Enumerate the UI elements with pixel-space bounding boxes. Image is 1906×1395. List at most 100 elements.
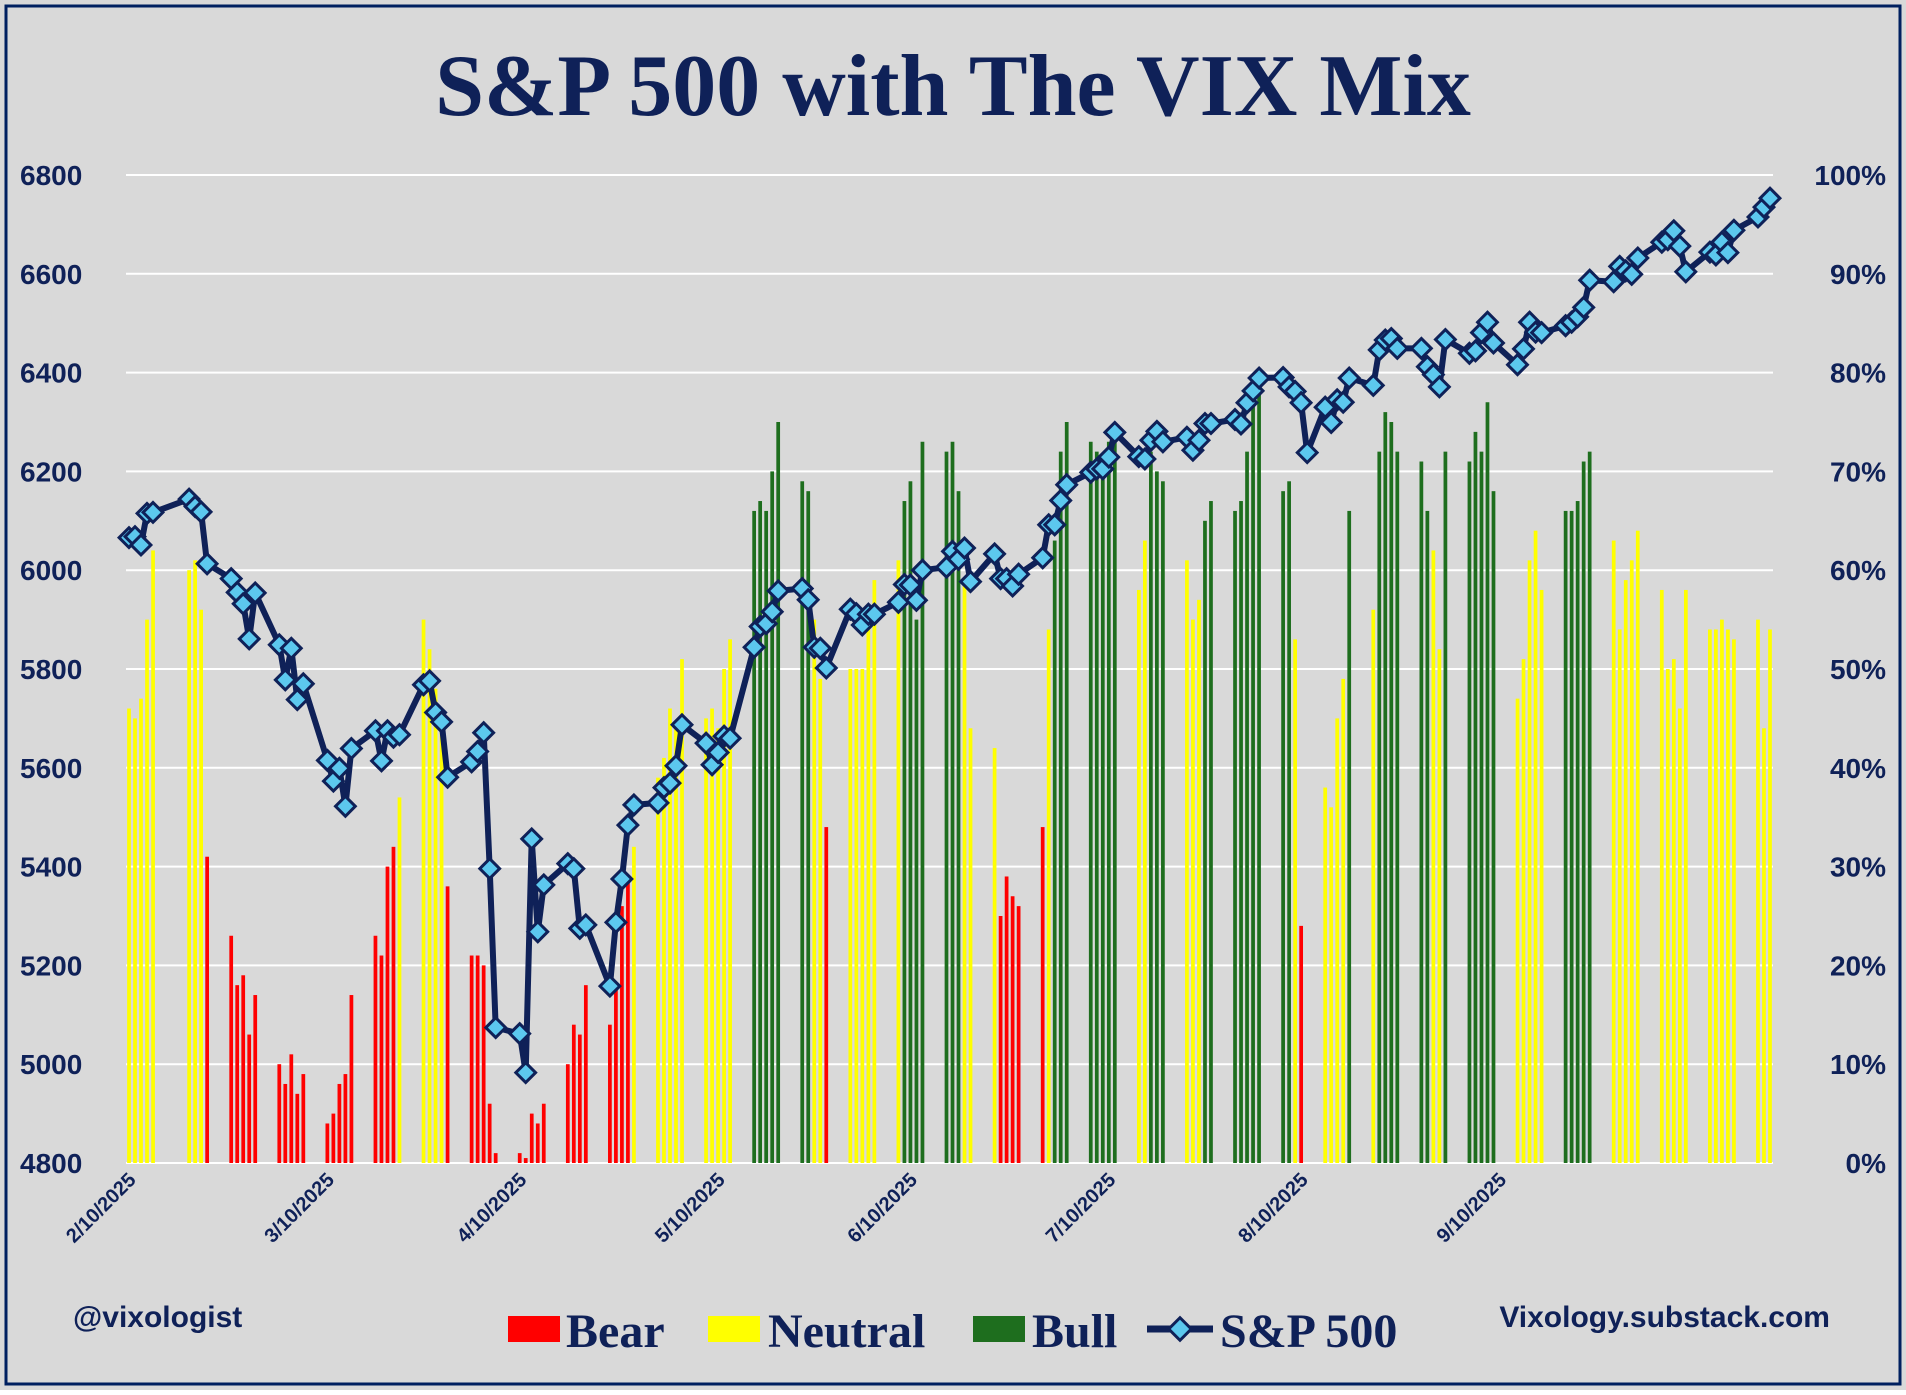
bull-bar bbox=[752, 510, 757, 1163]
sp500-point bbox=[621, 792, 646, 817]
neutral-bar bbox=[139, 698, 143, 1163]
neutral-bar bbox=[1635, 530, 1640, 1163]
neutral-bar bbox=[1671, 659, 1676, 1163]
bull-bar bbox=[1088, 441, 1093, 1163]
bear-bar bbox=[1299, 925, 1304, 1163]
neutral-bar bbox=[1533, 530, 1538, 1163]
sp500-point bbox=[760, 599, 785, 624]
right-axis-ticks: 100% 90% 80% 70% 60% 50% 40% 30% 20% 10% 0% bbox=[1814, 160, 1886, 1179]
y-right-tick-label: 70% bbox=[1830, 456, 1886, 487]
sp500-point bbox=[435, 765, 460, 790]
y-right-tick-label: 0% bbox=[1846, 1148, 1887, 1179]
sp500-point bbox=[243, 580, 268, 605]
y-left-tick-label: 6800 bbox=[20, 160, 82, 191]
sp500-point bbox=[1319, 410, 1344, 435]
neutral-bar bbox=[1329, 807, 1334, 1163]
legend-label-bull: Bull bbox=[1032, 1305, 1117, 1358]
neutral-bar bbox=[722, 669, 726, 1163]
neutral-bar bbox=[1677, 708, 1682, 1163]
sp500-point bbox=[429, 709, 454, 734]
sp500-point bbox=[718, 726, 743, 751]
bull-bar bbox=[1149, 451, 1153, 1163]
bear-bar bbox=[205, 856, 210, 1163]
bull-bar bbox=[1491, 491, 1496, 1163]
y-left-tick-label: 6000 bbox=[20, 555, 82, 586]
sp500-point bbox=[1228, 411, 1254, 437]
neutral-bar bbox=[860, 669, 865, 1163]
bear-bar bbox=[295, 1093, 300, 1163]
neutral-bar bbox=[812, 619, 817, 1163]
sp500-point bbox=[507, 1021, 532, 1046]
sp500-point bbox=[327, 756, 352, 781]
bear-bar bbox=[475, 955, 480, 1163]
sp500-point bbox=[1529, 320, 1554, 345]
bear-bar bbox=[824, 827, 829, 1163]
sp500-point bbox=[273, 667, 298, 692]
bear-bar bbox=[614, 985, 618, 1163]
y-right-tick-label: 10% bbox=[1830, 1049, 1886, 1080]
bull-bar bbox=[1106, 441, 1111, 1163]
neutral-bar bbox=[1539, 589, 1544, 1163]
neutral-bar bbox=[680, 659, 684, 1163]
bull-bar bbox=[1383, 412, 1388, 1163]
bull-bar bbox=[1058, 451, 1063, 1163]
y-left-tick-label: 4800 bbox=[20, 1148, 82, 1179]
sp500-point bbox=[796, 587, 821, 612]
neutral-bar bbox=[848, 669, 853, 1163]
bear-bar bbox=[493, 1153, 498, 1163]
neutral-bar bbox=[968, 728, 973, 1163]
bear-bar bbox=[247, 1034, 252, 1163]
sp500-point bbox=[1577, 268, 1602, 293]
neutral-bar bbox=[716, 728, 720, 1163]
bear-bar bbox=[289, 1054, 294, 1163]
neutral-bar bbox=[710, 708, 714, 1163]
sp500-point bbox=[1042, 512, 1067, 537]
y-left-tick-label: 6600 bbox=[20, 259, 82, 290]
sp500-point bbox=[1757, 186, 1783, 211]
bull-bar bbox=[1100, 471, 1105, 1163]
bull-bar bbox=[1479, 451, 1484, 1163]
bear-bar bbox=[325, 1123, 330, 1163]
sp500-point bbox=[189, 499, 214, 524]
bull-bar bbox=[1563, 510, 1568, 1163]
bear-bar bbox=[577, 1034, 582, 1163]
bull-bar bbox=[1395, 451, 1400, 1163]
bear-bar bbox=[541, 1103, 546, 1163]
neutral-bar bbox=[854, 669, 859, 1163]
sp500-point bbox=[513, 1060, 538, 1085]
neutral-bar bbox=[668, 708, 672, 1163]
y-right-tick-label: 100% bbox=[1814, 160, 1886, 191]
legend: Bear Neutral Bull S&P 500 bbox=[508, 1305, 1397, 1358]
bear-bar bbox=[481, 965, 486, 1163]
bull-bar bbox=[800, 481, 805, 1163]
bear-bar bbox=[1040, 827, 1045, 1163]
y-right-tick-label: 90% bbox=[1830, 259, 1886, 290]
bear-bar bbox=[391, 846, 396, 1163]
bull-bar bbox=[950, 441, 955, 1163]
bear-bar bbox=[608, 1024, 612, 1163]
neutral-bar bbox=[1683, 589, 1688, 1163]
sp500-point bbox=[1247, 365, 1272, 391]
bear-bar bbox=[337, 1083, 342, 1163]
bull-bar bbox=[764, 510, 769, 1163]
bear-bar bbox=[241, 975, 246, 1163]
bear-bar bbox=[620, 906, 624, 1163]
sp500-point bbox=[669, 712, 695, 737]
sp500-point bbox=[663, 753, 689, 778]
bear-bar bbox=[565, 1064, 570, 1163]
sp500-point bbox=[237, 626, 262, 651]
legend-label-sp500: S&P 500 bbox=[1220, 1305, 1397, 1358]
y-right-tick-label: 60% bbox=[1830, 555, 1886, 586]
neutral-bar bbox=[656, 777, 660, 1163]
bull-bar bbox=[902, 501, 907, 1163]
sp500-point bbox=[195, 551, 220, 576]
sp500-point bbox=[465, 739, 490, 764]
neutral-bar bbox=[662, 757, 666, 1163]
neutral-bar bbox=[1142, 540, 1147, 1163]
bull-bar bbox=[1347, 510, 1352, 1163]
sp500-point bbox=[982, 541, 1007, 566]
sp500-point bbox=[279, 636, 304, 661]
chart-title: S&P 500 with The VIX Mix bbox=[435, 38, 1471, 135]
bull-bar bbox=[1569, 510, 1574, 1163]
